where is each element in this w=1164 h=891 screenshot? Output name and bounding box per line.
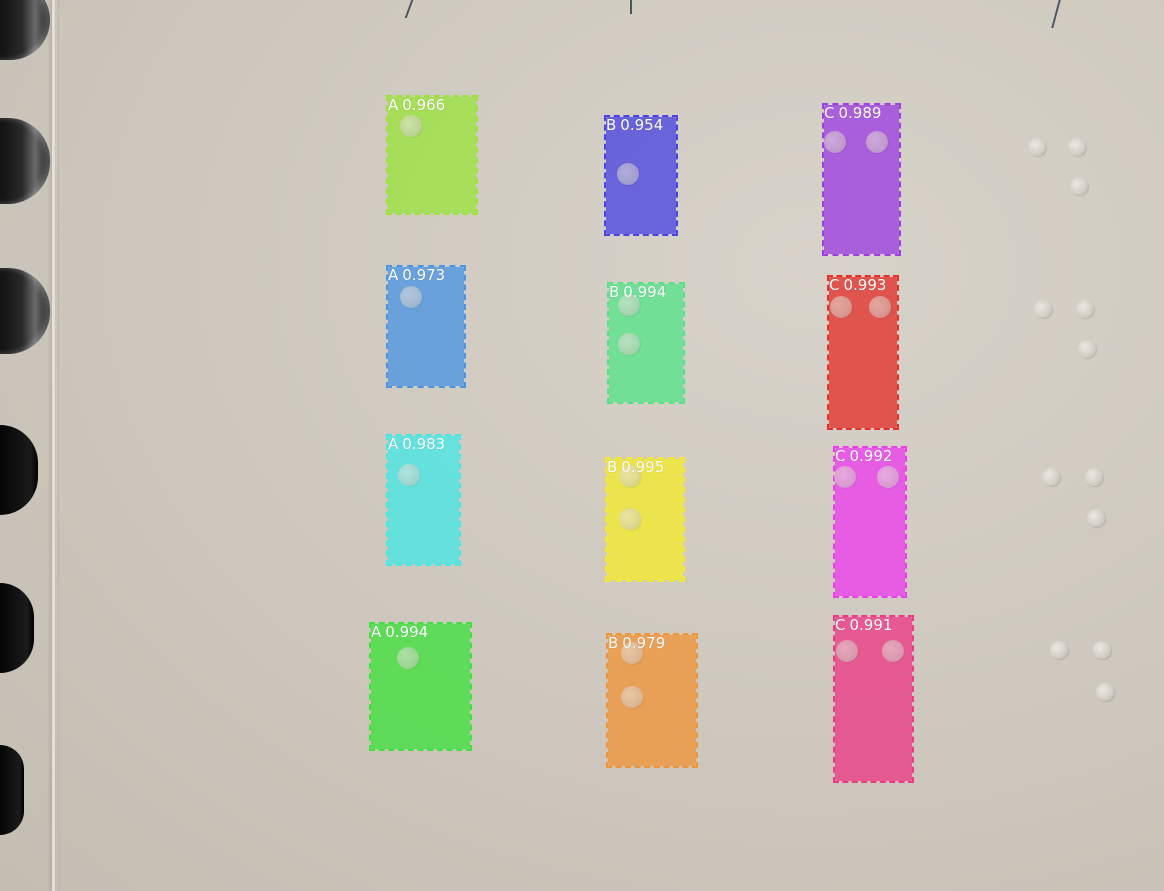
bounding-box [386,95,478,215]
braille-dot [834,466,856,488]
braille-dot [619,465,641,487]
detection-label: A 0.994 [371,623,429,641]
braille-dot [1087,509,1105,527]
detection-label: A 0.966 [388,96,446,114]
braille-dot [882,640,904,662]
detection-a[interactable]: A 0.983 [386,434,461,566]
braille-dot [1076,300,1094,318]
braille-dot [397,647,419,669]
detection-a[interactable]: A 0.973 [386,265,466,388]
detection-label: C 0.989 [824,104,882,122]
braille-dot [617,163,639,185]
braille-dot [866,131,888,153]
braille-dot [618,333,640,355]
detection-label: A 0.983 [388,435,446,453]
detection-label: C 0.992 [835,447,893,465]
braille-dot [1028,138,1046,156]
braille-dot [877,466,899,488]
braille-dot [1068,138,1086,156]
braille-dot [830,296,852,318]
braille-dot [619,508,641,530]
detection-c[interactable]: C 0.992 [833,446,907,598]
braille-dot [836,640,858,662]
braille-dot [400,115,422,137]
braille-dot [398,464,420,486]
segmentation-mask [388,436,459,564]
braille-dot [1078,340,1096,358]
handwriting-mark [630,0,632,14]
bounding-box [833,446,907,598]
page-edge-line [58,0,59,891]
braille-dot [869,296,891,318]
segmentation-mask [388,97,476,213]
segmentation-mask [388,267,464,386]
detection-b[interactable]: B 0.994 [607,282,685,404]
spiral-ring [0,745,24,835]
braille-dot [1085,468,1103,486]
detection-b[interactable]: B 0.954 [604,115,678,236]
segmentation-mask [824,105,899,254]
bounding-box [386,265,466,388]
bounding-box [607,282,685,404]
bounding-box [833,615,914,783]
bounding-box [605,457,685,582]
detection-a[interactable]: A 0.994 [369,622,472,751]
detection-b[interactable]: B 0.979 [606,633,698,768]
segmentation-mask [371,624,470,749]
detection-c[interactable]: C 0.993 [827,275,899,430]
detection-label: A 0.973 [388,266,446,284]
braille-dot [400,286,422,308]
braille-dot [1096,683,1114,701]
bounding-box [604,115,678,236]
bounding-box [822,103,901,256]
braille-dot [621,642,643,664]
braille-dot [618,294,640,316]
bounding-box [369,622,472,751]
braille-dot [824,131,846,153]
detection-label: B 0.995 [607,458,665,476]
detection-label: C 0.991 [835,616,893,634]
detection-label: B 0.979 [608,634,666,652]
detection-c[interactable]: C 0.989 [822,103,901,256]
braille-dot [1042,468,1060,486]
braille-dot [1093,641,1111,659]
detection-a[interactable]: A 0.966 [386,95,478,215]
bounding-box [386,434,461,566]
braille-dot [1050,641,1068,659]
bounding-box [827,275,899,430]
detection-c[interactable]: C 0.991 [833,615,914,783]
braille-dot [1034,300,1052,318]
braille-dot [1070,177,1088,195]
braille-dot [621,686,643,708]
detection-label: B 0.994 [609,283,667,301]
bounding-box [606,633,698,768]
detection-label: B 0.954 [606,116,664,134]
page-edge [52,0,55,891]
detection-label: C 0.993 [829,276,887,294]
detection-b[interactable]: B 0.995 [605,457,685,582]
